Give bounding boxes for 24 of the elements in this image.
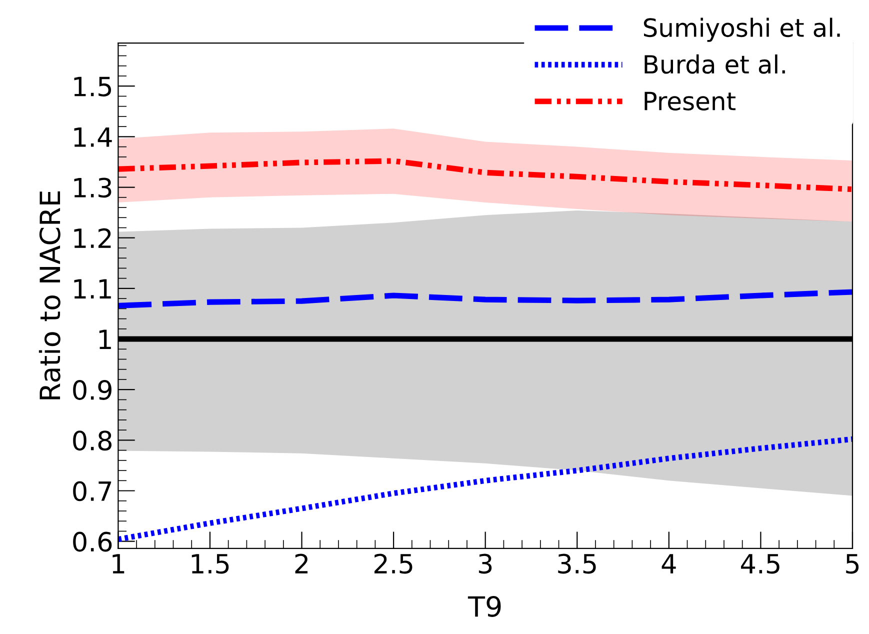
y-tick-label: 1.4 — [74, 127, 112, 147]
legend-label: Burda et al. — [644, 54, 785, 74]
x-tick-label: 1 — [112, 554, 124, 574]
y-tick-label: 0.7 — [73, 481, 112, 502]
legend-label: Sumiyoshi et al. — [644, 18, 840, 42]
y-axis-title: Ratio to NACRE — [38, 191, 60, 400]
x-tick-label: 4 — [662, 554, 676, 574]
y-tick-label: 0.6 — [73, 532, 112, 552]
x-axis-title: T9 — [468, 596, 501, 617]
y-tick-label: 1.2 — [74, 228, 111, 248]
x-tick-label: 3.5 — [558, 554, 596, 574]
x-tick-label: 5 — [846, 554, 859, 574]
y-tick-label: 1.3 — [74, 178, 112, 198]
x-tick-label: 1.5 — [192, 554, 229, 574]
y-tick-label: 1.1 — [74, 279, 111, 298]
legend-label: Present — [644, 92, 736, 110]
x-tick-label: 3 — [478, 554, 492, 574]
y-tick-label: 0.8 — [73, 430, 112, 451]
x-tick-label: 4.5 — [741, 554, 780, 574]
y-tick-label: 1 — [99, 330, 111, 350]
x-tick-label: 2 — [295, 554, 308, 574]
y-tick-label: 0.9 — [73, 380, 112, 400]
x-tick-label: 2.5 — [374, 554, 412, 574]
y-tick-label: 1.5 — [74, 76, 112, 97]
